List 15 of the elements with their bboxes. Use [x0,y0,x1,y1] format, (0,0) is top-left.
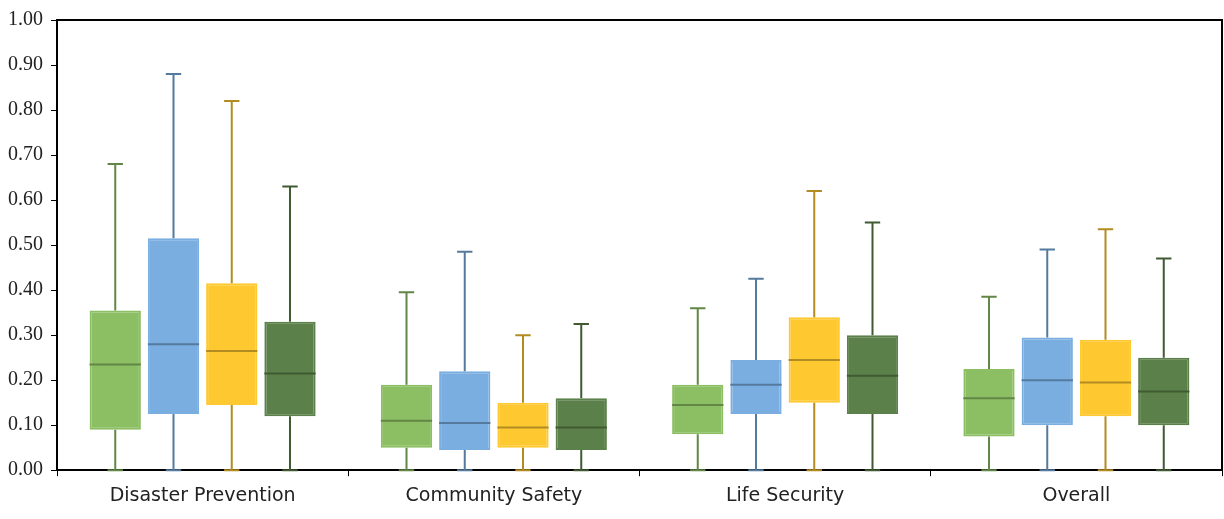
y-tick-label: 0.50 [8,232,43,255]
y-tick-label: 0.10 [8,412,43,435]
y-tick-label: 0.60 [8,187,43,210]
y-tick-label: 0.70 [8,142,43,165]
x-tick-label: Disaster Prevention [109,482,296,505]
y-tick-label: 0.90 [8,52,43,75]
y-tick-label: 0.30 [8,322,43,345]
y-tick-label: 0.40 [8,277,43,300]
y-tick-label: 0.00 [8,457,43,480]
x-tick-label: Life Security [725,482,845,505]
y-tick-label: 1.00 [8,7,43,30]
y-tick-label: 0.80 [8,97,43,120]
x-tick-label: Overall [1042,482,1111,505]
y-tick-label: 0.20 [8,367,43,390]
x-tick-label: Community Safety [405,482,583,505]
